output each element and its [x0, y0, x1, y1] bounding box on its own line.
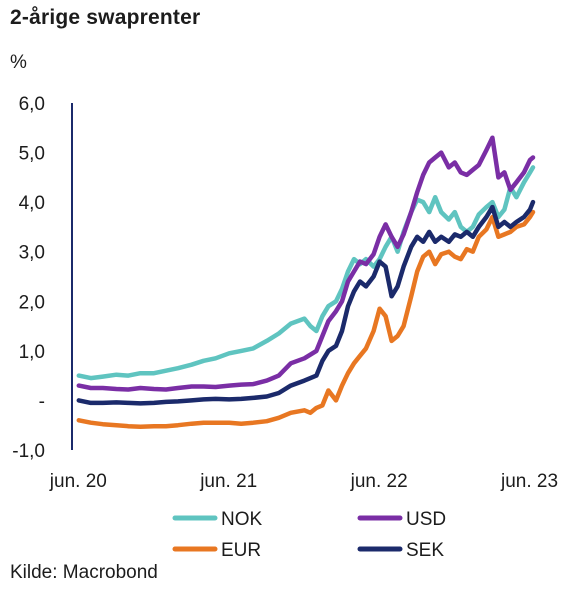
- y-tick-label: 5,0: [19, 144, 45, 165]
- y-tick-label: 1,0: [19, 342, 45, 363]
- series-line-eur: [76, 209, 536, 429]
- legend-label-usd: USD: [406, 509, 446, 530]
- series-line-sek: [76, 199, 536, 406]
- y-tick-label: 6,0: [19, 94, 45, 115]
- source-note: Kilde: Macrobond: [10, 562, 158, 583]
- legend-label-sek: SEK: [406, 540, 444, 561]
- series-line-usd: [76, 135, 536, 392]
- y-tick-label: 4,0: [19, 193, 45, 214]
- x-tick-label: jun. 21: [199, 471, 257, 492]
- y-tick-label: 2,0: [19, 292, 45, 313]
- x-tick-label: jun. 22: [350, 471, 408, 492]
- x-tick-label: jun. 20: [49, 471, 107, 492]
- x-tick-label: jun. 23: [500, 471, 558, 492]
- series-line-nok: [76, 165, 536, 381]
- y-axis-unit-label: %: [10, 52, 27, 73]
- y-tick-label: -: [39, 391, 45, 412]
- legend-label-nok: NOK: [221, 509, 263, 530]
- y-tick-label: -1,0: [12, 441, 45, 462]
- y-tick-label: 3,0: [19, 243, 45, 264]
- chart-title: 2-årige swaprenter: [10, 6, 201, 29]
- legend-label-eur: EUR: [221, 540, 261, 561]
